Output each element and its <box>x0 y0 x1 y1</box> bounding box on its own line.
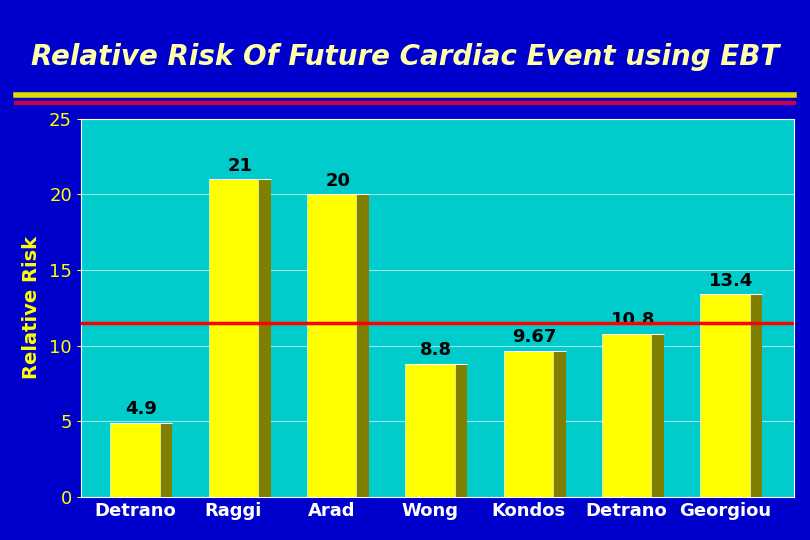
Polygon shape <box>209 179 258 497</box>
Polygon shape <box>356 194 369 497</box>
Polygon shape <box>418 491 467 497</box>
Polygon shape <box>320 491 369 497</box>
Text: 10.8: 10.8 <box>611 311 655 329</box>
Polygon shape <box>651 334 664 497</box>
Text: 9.67: 9.67 <box>513 328 557 346</box>
Polygon shape <box>307 194 356 497</box>
Polygon shape <box>615 491 664 497</box>
Polygon shape <box>701 294 749 497</box>
Polygon shape <box>123 491 173 497</box>
Polygon shape <box>406 364 454 497</box>
Text: 21: 21 <box>228 157 252 175</box>
Polygon shape <box>160 423 173 497</box>
Text: 8.8: 8.8 <box>420 341 453 359</box>
Y-axis label: Relative Risk: Relative Risk <box>22 237 40 379</box>
Polygon shape <box>454 364 467 497</box>
Polygon shape <box>517 491 565 497</box>
Text: 13.4: 13.4 <box>710 272 753 289</box>
Polygon shape <box>258 179 271 497</box>
Polygon shape <box>504 350 553 497</box>
Polygon shape <box>110 423 160 497</box>
Polygon shape <box>713 491 762 497</box>
Text: 20: 20 <box>326 172 351 190</box>
Polygon shape <box>602 334 651 497</box>
Polygon shape <box>749 294 762 497</box>
Text: 4.9: 4.9 <box>126 400 157 418</box>
Polygon shape <box>222 491 271 497</box>
Text: Relative Risk Of Future Cardiac Event using EBT: Relative Risk Of Future Cardiac Event us… <box>31 43 779 71</box>
Polygon shape <box>553 350 565 497</box>
